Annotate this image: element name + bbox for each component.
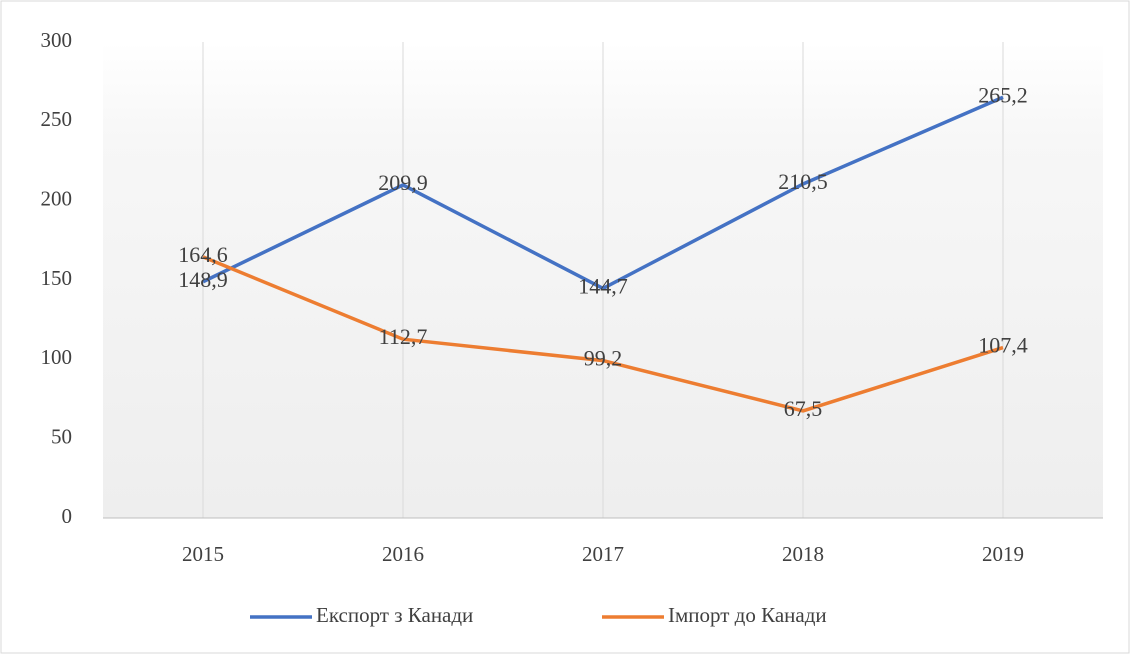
data-label: 67,5 [784, 396, 823, 421]
data-label: 164,6 [178, 242, 228, 267]
data-label: 210,5 [778, 169, 828, 194]
data-label: 148,9 [178, 267, 228, 292]
x-tick-label: 2018 [782, 542, 824, 566]
data-label: 265,2 [978, 82, 1028, 107]
data-label: 112,7 [379, 324, 428, 349]
y-tick-label: 50 [51, 424, 72, 448]
labels: 0 50 100 150 200 250 300 2015 2016 2017 2018 2019 14… [41, 28, 1028, 627]
y-tick-label: 100 [41, 345, 73, 369]
y-tick-label: 250 [41, 107, 73, 131]
lines [202, 95, 1004, 413]
y-tick-label: 0 [62, 504, 73, 528]
y-tick-label: 200 [41, 186, 73, 210]
x-tick-label: 2019 [982, 542, 1024, 566]
y-tick-label: 150 [41, 266, 73, 290]
series-line [202, 95, 1004, 291]
series-line [202, 255, 1004, 413]
x-tick-label: 2016 [382, 542, 424, 566]
y-tick-label: 300 [41, 28, 73, 52]
x-tick-label: 2015 [182, 542, 224, 566]
data-label: 107,4 [978, 333, 1028, 358]
legend-label: Імпорт до Канади [668, 603, 827, 627]
data-label: 99,2 [584, 346, 623, 371]
grid [103, 42, 1103, 519]
legend-label: Експорт з Канади [316, 603, 473, 627]
x-tick-label: 2017 [582, 542, 624, 566]
data-label: 144,7 [578, 273, 628, 298]
data-label: 209,9 [378, 170, 428, 195]
